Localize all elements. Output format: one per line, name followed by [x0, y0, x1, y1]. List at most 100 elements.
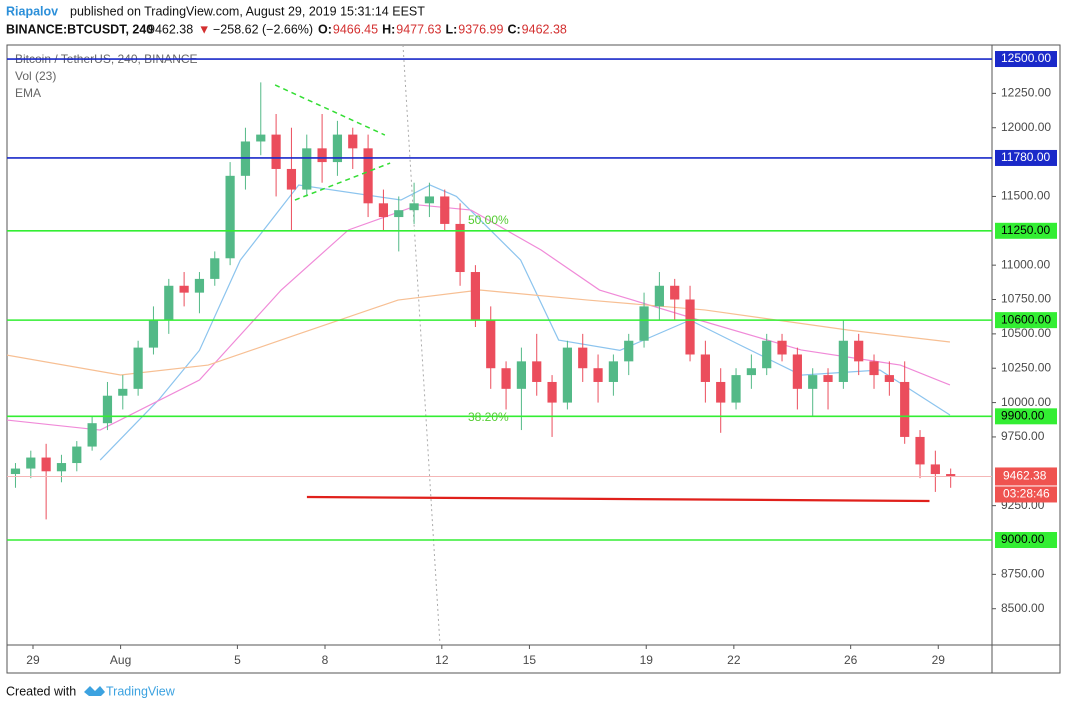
- x-tick-label: Aug: [110, 653, 131, 667]
- candle-body: [946, 474, 956, 477]
- trend-line: [306, 495, 930, 503]
- change-arrow: ▼: [198, 22, 210, 36]
- level-box: [995, 149, 1057, 166]
- x-tick-label: 29: [26, 653, 40, 667]
- y-tick-label: 8750.00: [1001, 567, 1045, 581]
- candle-body: [516, 361, 527, 389]
- level-box: [995, 532, 1057, 549]
- candle-body: [332, 134, 343, 163]
- y-tick-label: 10750.00: [1001, 292, 1051, 306]
- candle-body: [716, 381, 726, 403]
- candle-body: [87, 423, 97, 447]
- candle-body: [26, 457, 36, 469]
- candle-body: [731, 375, 741, 403]
- candle-body: [148, 320, 159, 348]
- level-label: 11780.00: [1001, 150, 1050, 164]
- y-tick-label: 10000.00: [1001, 395, 1051, 409]
- legend-volume: Vol (23): [15, 69, 56, 83]
- plot: [7, 82, 956, 520]
- x-tick-label: 26: [844, 653, 858, 667]
- fib-label: 38.20%: [468, 410, 509, 424]
- ohlc-value: 9376.99: [458, 22, 503, 36]
- candle-body: [56, 463, 67, 472]
- level-box: [995, 312, 1057, 329]
- level-box: [995, 222, 1057, 239]
- level-label: 11250.00: [1001, 223, 1050, 237]
- y-tick-label: 12250.00: [1001, 86, 1051, 100]
- candle-body: [424, 196, 435, 204]
- ohlc-label: L:: [445, 22, 457, 36]
- footer-brand: TradingView: [106, 684, 176, 698]
- candle-body: [302, 148, 312, 190]
- candle-body: [746, 368, 756, 376]
- candle-body: [286, 168, 297, 190]
- candle-body: [409, 203, 419, 211]
- x-tick-label: 5: [234, 653, 241, 667]
- candle-body: [608, 361, 618, 382]
- legend-ema: EMA: [15, 86, 41, 100]
- x-tick-label: 12: [435, 653, 449, 667]
- y-tick-label: 11000.00: [1001, 257, 1050, 271]
- candle-body: [394, 210, 404, 218]
- published-info: published on TradingView.com, August 29,…: [70, 4, 425, 18]
- candle-body: [164, 285, 174, 321]
- price-box: [995, 467, 1057, 486]
- candle-body: [118, 388, 128, 396]
- candle-body: [624, 340, 634, 362]
- dotted-line: [402, 44, 441, 646]
- ohlc-label: O:: [318, 22, 332, 36]
- candle-body: [179, 285, 189, 293]
- candle-body: [915, 436, 925, 465]
- level-box: [995, 408, 1057, 425]
- candle-body: [41, 457, 51, 472]
- chart-frame: [6, 44, 1061, 674]
- candle-body: [593, 368, 603, 382]
- candle-body: [271, 134, 281, 169]
- candle-body: [72, 446, 82, 464]
- countdown-label: 03:28:46: [1003, 487, 1050, 501]
- candle-body: [363, 148, 373, 204]
- candle-body: [900, 381, 910, 437]
- candle-body: [884, 375, 894, 382]
- x-tick-label: 15: [523, 653, 537, 667]
- countdown-box: [995, 486, 1057, 503]
- fib-label: 50.00%: [468, 213, 509, 227]
- candle-body: [210, 258, 220, 279]
- candle-body: [133, 347, 143, 389]
- y-tick-label: 10250.00: [1001, 360, 1051, 374]
- candle-body: [10, 468, 21, 475]
- candle-body: [777, 340, 787, 355]
- candle-body: [792, 354, 802, 389]
- level-label: 12500.00: [1001, 51, 1051, 65]
- symbol: BINANCE:BTCUSDT, 240: [6, 22, 153, 36]
- candle-body: [455, 223, 465, 273]
- candle-body: [869, 361, 879, 376]
- change: −258.62 (−2.66%): [213, 22, 313, 36]
- y-tick-label: 11500.00: [1001, 189, 1050, 203]
- triangle-line: [274, 84, 386, 136]
- x-tick-label: 19: [640, 653, 654, 667]
- candle-body: [685, 299, 695, 355]
- candle-body: [654, 285, 664, 307]
- level-label: 9000.00: [1001, 532, 1045, 546]
- candle-body: [470, 272, 481, 321]
- candle-body: [225, 175, 235, 259]
- level-label: 10600.00: [1001, 312, 1051, 326]
- candle-body: [854, 340, 864, 362]
- y-tick-label: 8500.00: [1001, 601, 1045, 615]
- last-price: 9462.38: [148, 22, 193, 36]
- tradingview-logo: [84, 686, 105, 696]
- ema-line: [7, 204, 951, 431]
- footer-text: Created with: [6, 684, 76, 698]
- ohlc-value: 9466.45: [333, 22, 378, 36]
- candle-body: [930, 464, 940, 475]
- x-tick-label: 29: [932, 653, 946, 667]
- candle-body: [808, 375, 818, 389]
- candle-body: [440, 196, 450, 224]
- triangle-line: [294, 162, 391, 201]
- candle-body: [256, 134, 266, 142]
- y-tick-label: 12000.00: [1001, 120, 1051, 134]
- level-label: 9900.00: [1001, 408, 1045, 422]
- candle-body: [823, 375, 833, 382]
